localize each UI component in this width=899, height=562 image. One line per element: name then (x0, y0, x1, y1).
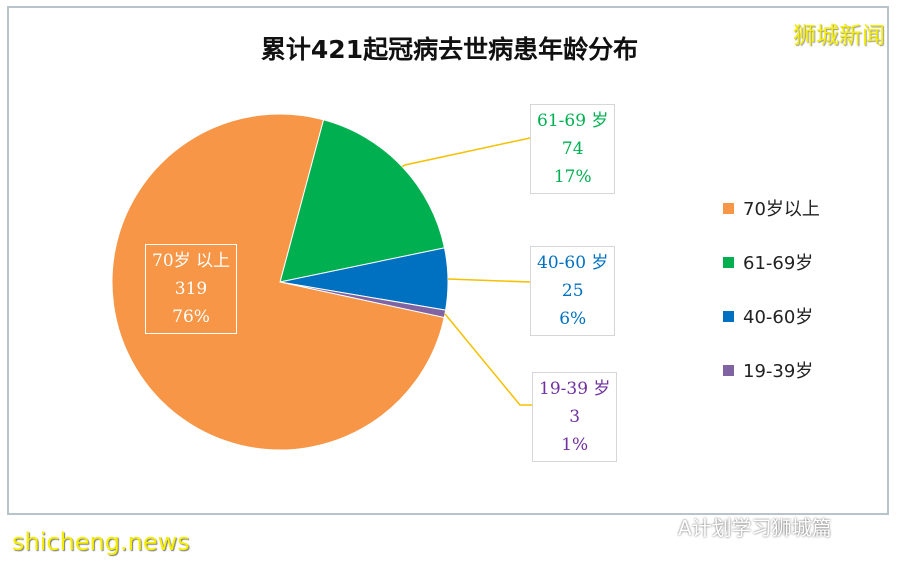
data-label-19-39: 19-39 岁 3 1% (532, 372, 618, 462)
footer-account-watermark: A计划学习狮城篇 (678, 516, 832, 540)
label-name: 70岁 以上 (152, 251, 231, 271)
legend-item-70: 70岁以上 (723, 195, 820, 221)
legend-item-61-69: 61-69岁 (723, 249, 813, 275)
label-percent: 6% (559, 309, 587, 329)
legend-label: 70岁以上 (743, 199, 820, 220)
label-value: 319 (174, 279, 208, 299)
label-percent: 17% (553, 167, 592, 187)
pie-slice (111, 113, 445, 451)
leader-line (444, 313, 532, 406)
watermark-logo: 狮城新闻 (793, 23, 885, 49)
leader-line (401, 137, 531, 168)
legend-item-19-39: 19-39岁 (723, 357, 813, 383)
footer-site-watermark: shicheng.news (12, 528, 190, 556)
legend-label: 19-39岁 (743, 361, 814, 382)
data-label-70: 70岁 以上 319 76% (145, 244, 238, 334)
label-name: 61-69 岁 (537, 111, 609, 131)
label-value: 25 (561, 281, 584, 301)
legend-swatch (723, 364, 734, 376)
legend-swatch (723, 256, 734, 268)
data-label-61-69: 61-69 岁 74 17% (530, 104, 616, 194)
leader-line (447, 278, 531, 283)
legend-label: 61-69岁 (743, 253, 814, 274)
label-value: 74 (561, 139, 584, 159)
label-percent: 1% (561, 435, 589, 455)
label-value: 3 (569, 407, 581, 427)
legend-item-40-60: 40-60岁 (723, 303, 813, 329)
label-name: 19-39 岁 (539, 379, 611, 399)
label-name: 40-60 岁 (537, 253, 609, 273)
chart-title: 累计421起冠病去世病患年龄分布 (260, 35, 639, 64)
legend-swatch (723, 310, 734, 322)
legend-label: 40-60岁 (743, 307, 814, 328)
label-percent: 76% (172, 307, 210, 327)
legend-swatch (723, 202, 734, 214)
data-label-40-60: 40-60 岁 25 6% (530, 246, 616, 336)
